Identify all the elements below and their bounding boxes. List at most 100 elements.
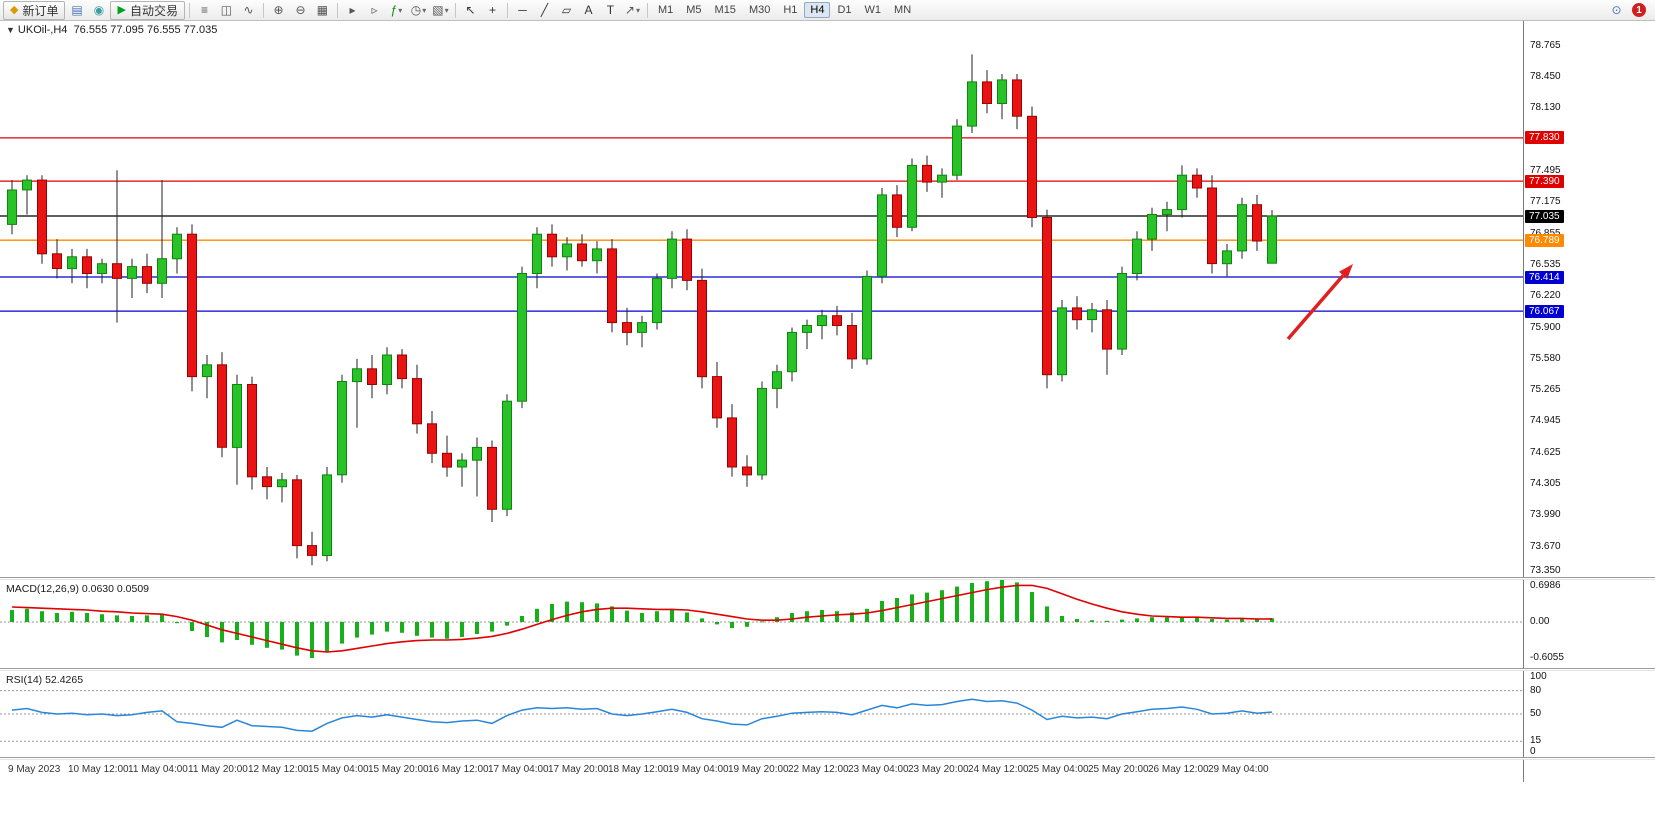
timeframe-m5[interactable]: M5 [686,4,702,16]
chevron-down-icon: ▾ [635,5,640,15]
timeframe-mn[interactable]: MN [894,4,912,16]
rsi-axis-tick: 50 [1530,708,1542,719]
time-axis-label: 10 May 12:00 [68,764,129,775]
chart-symbol-label: UKOil-,H4 [17,24,68,36]
time-axis-label: 18 May 12:00 [608,764,669,775]
time-axis-label: 29 May 04:00 [1208,764,1269,775]
macd-panel: MACD(12,26,9) 0.0630 0.0509 0.6986 0.00 -0… [0,580,1655,668]
auto-scroll-icon[interactable]: ▸ [349,3,356,17]
timeframe-h4[interactable]: H4 [804,2,831,18]
indicators-icon[interactable]: ƒ ▾ [390,3,403,17]
zoom-in-icon[interactable]: ⊕ [273,3,284,17]
toolbar: ◆ 新订单 ▤ ◉ ▶ 自动交易 ≡ ◫ ∿ ⊕ ⊖ ▦ ▸ ▹ ƒ ▾ ◷ ▾ ▧ ▾ ↖ + ─ ╱ ▱ A T ↗ ▾ M1 M5 M… [0,0,1655,21]
price-axis-tick: 73.990 [1530,509,1561,521]
macd-axis-tick: 0.6986 [1530,580,1561,591]
channel-icon[interactable]: ▱ [561,3,572,17]
rsi-axis[interactable]: 100 80 50 15 0 [1523,671,1655,757]
crosshair-icon[interactable]: + [488,3,496,17]
price-line-label: 76.414 [1525,271,1564,284]
macd-plot[interactable] [0,580,1523,673]
time-axis-label: 23 May 04:00 [848,764,909,775]
rsi-axis-tick: 80 [1530,684,1542,696]
price-axis-tick: 76.220 [1530,290,1561,302]
notifications-badge[interactable]: 1 [1632,3,1646,17]
expert-advisor-icon[interactable]: ◉ [93,3,105,17]
time-axis-label: 17 May 20:00 [548,764,609,775]
trendline-icon[interactable]: ╱ [540,3,549,17]
rsi-panel: RSI(14) 52.4265 100 80 50 15 0 [0,671,1655,757]
price-axis-tick: 75.580 [1530,352,1561,364]
timeframe-h1[interactable]: H1 [783,4,798,16]
line-chart-icon[interactable]: ∿ [243,3,254,17]
price-axis-tick: 77.495 [1530,164,1561,176]
timeframe-m1[interactable]: M1 [657,4,674,16]
rsi-plot[interactable] [0,671,1523,762]
chart-window-icon[interactable]: ▤ [71,3,83,17]
chart-dropdown-icon[interactable]: ▼ [6,25,15,35]
periods-icon[interactable]: ◷ ▾ [410,3,427,17]
price-axis[interactable]: 78.765 78.450 78.130 77.495 77.175 76.855 76.5… [1523,21,1655,577]
price-line-label: 77.830 [1525,131,1564,144]
macd-label: MACD(12,26,9) 0.0630 0.0509 [6,583,150,595]
toolbar-right: ⊙ 1 [1606,0,1652,20]
time-axis-label: 11 May 20:00 [188,764,248,775]
horizontal-line-icon[interactable]: ─ [518,3,527,17]
main-chart-panel: ▼ UKOil-,H4 76.555 77.095 76.555 77.035 7… [0,21,1655,577]
time-axis-label: 17 May 04:00 [488,764,549,775]
rsi-label: RSI(14) 52.4265 [6,674,84,686]
panel-divider[interactable] [0,577,1655,580]
autotrading-play-icon: ▶ [117,3,126,16]
price-axis-tick: 76.855 [1530,228,1561,239]
timeframe-w1[interactable]: W1 [864,4,882,16]
time-axis-label: 11 May 04:00 [128,764,188,775]
chart-window: ▼ UKOil-,H4 76.555 77.095 76.555 77.035 7… [0,21,1655,827]
panel-divider[interactable] [0,757,1655,760]
macd-axis-tick: 0.00 [1530,616,1550,627]
time-axis[interactable]: 9 May 2023 10 May 12:00 11 May 04:00 11 May… [0,760,1655,782]
new-order-button[interactable]: ◆ 新订单 [3,0,66,20]
price-axis-tick: 78.765 [1530,40,1561,52]
new-order-icon: ◆ [10,3,19,16]
price-axis-tick: 75.265 [1530,383,1561,395]
zoom-out-icon[interactable]: ⊖ [295,3,306,17]
text-label-icon[interactable]: T [606,3,615,17]
search-icon[interactable]: ⊙ [1611,3,1622,17]
chevron-down-icon: ▾ [422,5,427,15]
timeframe-m30[interactable]: M30 [748,4,771,16]
chart-shift-icon[interactable]: ▹ [371,3,378,17]
text-icon[interactable]: A [584,3,593,17]
timeframe-buttons: M1 M5 M15 M30 H1 H4 D1 W1 MN [652,2,917,18]
chevron-down-icon: ▾ [444,5,449,15]
chart-ohlc-label: 76.555 77.095 76.555 77.035 [73,24,218,36]
price-chart-plot[interactable] [0,21,1523,582]
price-axis-tick: 73.670 [1530,540,1561,552]
price-axis-tick: 76.535 [1530,259,1561,271]
templates-icon[interactable]: ▧ ▾ [432,3,449,17]
time-axis-label: 15 May 04:00 [308,764,369,775]
arrows-icon[interactable]: ↗ ▾ [624,3,640,17]
time-axis-label: 24 May 12:00 [968,764,1029,775]
auto-trading-button[interactable]: ▶ 自动交易 [110,0,185,20]
macd-axis[interactable]: 0.6986 0.00 -0.6055 [1523,580,1655,668]
macd-axis-tick: -0.6055 [1530,652,1564,664]
time-axis-label: 25 May 20:00 [1088,764,1149,775]
cursor-icon[interactable]: ↖ [465,3,476,17]
price-axis-tick: 77.175 [1530,196,1561,208]
toolbar-separator [454,2,456,18]
new-order-button-label: 新订单 [22,3,59,18]
panel-divider[interactable] [0,668,1655,671]
toolbar-separator [646,2,648,18]
time-axis-label: 22 May 12:00 [788,764,849,775]
time-axis-label: 25 May 04:00 [1028,764,1089,775]
tile-windows-icon[interactable]: ▦ [316,3,329,17]
chevron-down-icon: ▾ [398,5,403,15]
rsi-axis-tick: 15 [1530,735,1542,747]
candlestick-chart-icon[interactable]: ◫ [220,3,233,17]
price-line-label: 77.035 [1525,210,1564,223]
bar-chart-icon[interactable]: ≡ [200,3,208,17]
time-axis-label: 26 May 12:00 [1148,764,1209,775]
toolbar-separator [336,2,338,18]
timeframe-m15[interactable]: M15 [714,4,736,16]
timeframe-d1[interactable]: D1 [837,4,852,16]
time-axis-label: 16 May 12:00 [428,764,489,775]
